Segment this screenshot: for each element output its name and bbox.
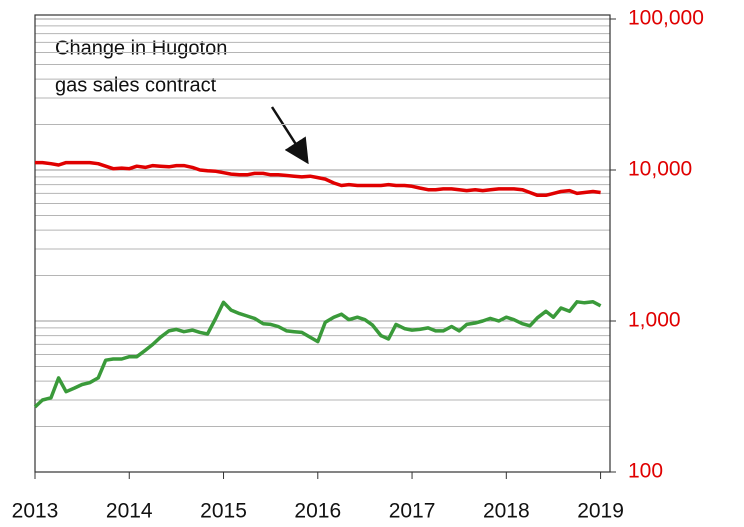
x-tick-label: 2017 — [389, 500, 436, 523]
annotation-arrow — [270, 106, 309, 165]
x-tick-label: 2018 — [483, 500, 530, 523]
y-tick-label: 10,000 — [628, 158, 692, 181]
x-tick-label: 2014 — [106, 500, 153, 523]
annotation: gas sales contract — [55, 74, 217, 96]
y-tick-label: 100 — [628, 460, 663, 483]
x-tick-label: 2016 — [294, 500, 341, 523]
x-tick-label: 2015 — [200, 500, 247, 523]
series-line — [35, 160, 601, 198]
series-line — [33, 300, 602, 409]
x-tick-label: 2013 — [12, 500, 59, 523]
plot-frame — [34, 14, 611, 473]
annotation: Change in Hugoton — [55, 37, 227, 59]
y-tick-label: 100,000 — [628, 7, 704, 30]
x-tick-label: 2019 — [577, 500, 624, 523]
y-tick-label: 1,000 — [628, 309, 681, 332]
